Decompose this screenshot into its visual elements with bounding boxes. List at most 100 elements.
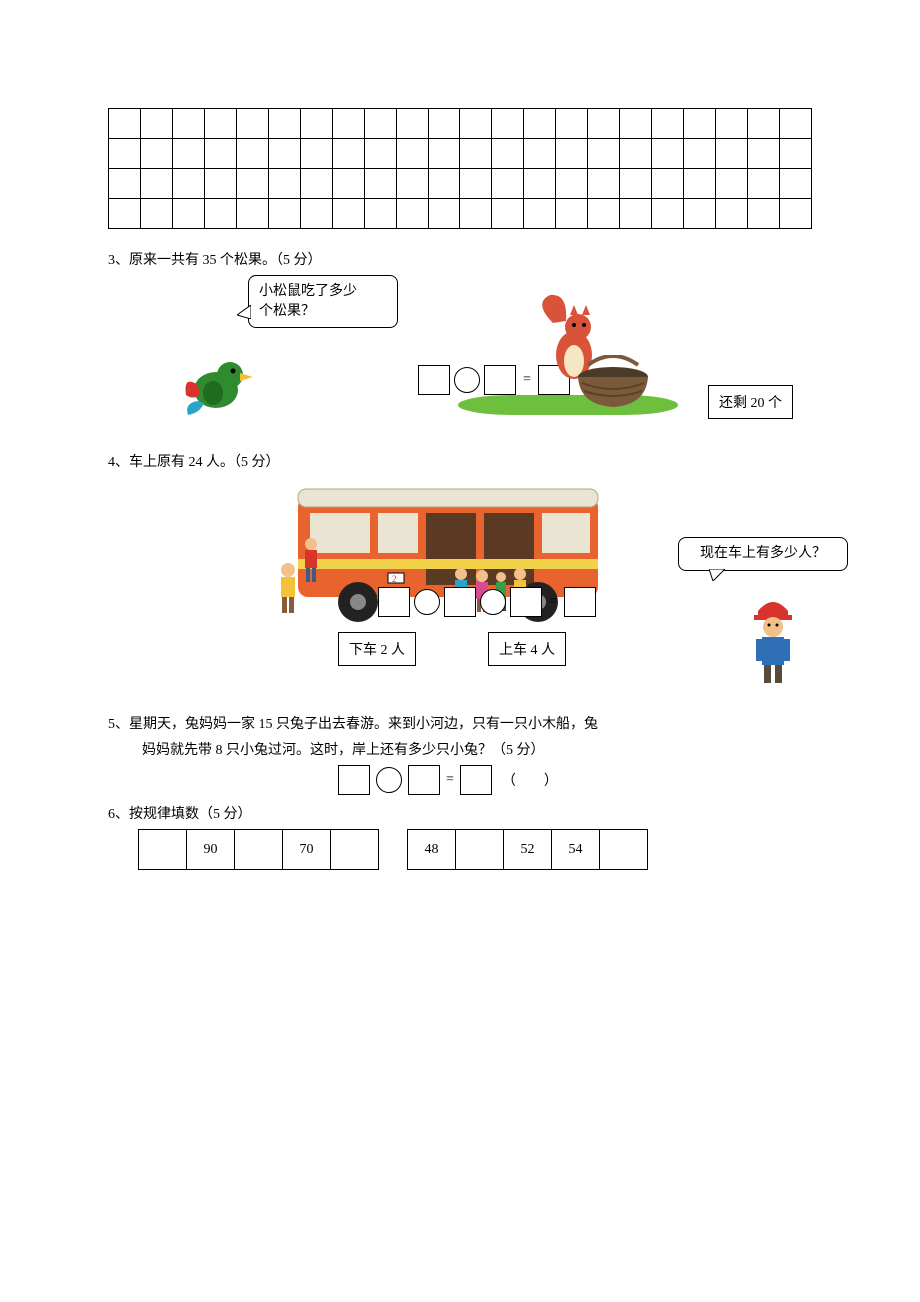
grid-cell[interactable] xyxy=(396,199,428,229)
grid-cell[interactable] xyxy=(396,109,428,139)
grid-cell[interactable] xyxy=(109,109,141,139)
grid-cell[interactable] xyxy=(652,139,684,169)
grid-cell[interactable] xyxy=(204,199,236,229)
grid-cell[interactable] xyxy=(556,199,588,229)
grid-cell[interactable] xyxy=(524,109,556,139)
grid-cell[interactable] xyxy=(364,139,396,169)
grid-cell[interactable] xyxy=(748,199,780,229)
grid-cell[interactable] xyxy=(268,199,300,229)
grid-cell[interactable] xyxy=(428,199,460,229)
grid-cell[interactable] xyxy=(652,199,684,229)
grid-cell[interactable] xyxy=(332,109,364,139)
q4-box1[interactable] xyxy=(378,587,410,617)
grid-cell[interactable] xyxy=(300,109,332,139)
grid-cell[interactable] xyxy=(524,199,556,229)
grid-cell[interactable] xyxy=(172,139,204,169)
grid-cell[interactable] xyxy=(748,169,780,199)
q4-op1[interactable] xyxy=(414,589,440,615)
grid-cell[interactable] xyxy=(460,139,492,169)
grid-cell[interactable] xyxy=(300,139,332,169)
grid-cell[interactable] xyxy=(268,139,300,169)
grid-cell[interactable] xyxy=(748,139,780,169)
q5-result-box[interactable] xyxy=(460,765,492,795)
grid-cell[interactable] xyxy=(236,109,268,139)
q3-operator-circle[interactable] xyxy=(454,367,480,393)
grid-cell[interactable] xyxy=(780,139,812,169)
grid-cell[interactable] xyxy=(780,109,812,139)
q6-seq1-cell-2[interactable] xyxy=(235,830,283,870)
grid-cell[interactable] xyxy=(140,199,172,229)
grid-cell[interactable] xyxy=(716,199,748,229)
grid-cell[interactable] xyxy=(716,109,748,139)
grid-cell[interactable] xyxy=(716,169,748,199)
grid-cell[interactable] xyxy=(300,169,332,199)
q3-operand1-box[interactable] xyxy=(418,365,450,395)
q5-operator-circle[interactable] xyxy=(376,767,402,793)
grid-cell[interactable] xyxy=(204,139,236,169)
grid-cell[interactable] xyxy=(492,169,524,199)
grid-cell[interactable] xyxy=(780,169,812,199)
q6-seq2-cell-3[interactable]: 54 xyxy=(552,830,600,870)
q6-seq2-table[interactable]: 48 52 54 xyxy=(407,829,648,870)
q5-operand2-box[interactable] xyxy=(408,765,440,795)
grid-cell[interactable] xyxy=(140,109,172,139)
grid-cell[interactable] xyxy=(428,109,460,139)
grid-cell[interactable] xyxy=(684,109,716,139)
grid-cell[interactable] xyxy=(140,139,172,169)
grid-cell[interactable] xyxy=(364,109,396,139)
q4-box4[interactable] xyxy=(564,587,596,617)
grid-cell[interactable] xyxy=(268,109,300,139)
grid-cell[interactable] xyxy=(588,199,620,229)
grid-cell[interactable] xyxy=(652,109,684,139)
grid-cell[interactable] xyxy=(460,199,492,229)
q6-seq1-cell-0[interactable] xyxy=(139,830,187,870)
grid-cell[interactable] xyxy=(492,109,524,139)
grid-cell[interactable] xyxy=(780,199,812,229)
q6-seq1-cell-1[interactable]: 90 xyxy=(187,830,235,870)
grid-cell[interactable] xyxy=(524,139,556,169)
grid-cell[interactable] xyxy=(588,169,620,199)
grid-cell[interactable] xyxy=(716,139,748,169)
grid-cell[interactable] xyxy=(684,199,716,229)
q6-seq2-cell-0[interactable]: 48 xyxy=(408,830,456,870)
grid-cell[interactable] xyxy=(556,109,588,139)
grid-cell[interactable] xyxy=(492,199,524,229)
grid-cell[interactable] xyxy=(620,199,652,229)
q6-seq1-cell-4[interactable] xyxy=(331,830,379,870)
grid-cell[interactable] xyxy=(204,169,236,199)
grid-cell[interactable] xyxy=(620,139,652,169)
q6-seq1-cell-3[interactable]: 70 xyxy=(283,830,331,870)
grid-cell[interactable] xyxy=(109,199,141,229)
grid-cell[interactable] xyxy=(109,139,141,169)
grid-cell[interactable] xyxy=(268,169,300,199)
grid-cell[interactable] xyxy=(396,169,428,199)
grid-cell[interactable] xyxy=(428,139,460,169)
grid-cell[interactable] xyxy=(396,139,428,169)
grid-cell[interactable] xyxy=(204,109,236,139)
q6-seq1-table[interactable]: 90 70 xyxy=(138,829,379,870)
grid-cell[interactable] xyxy=(652,169,684,199)
grid-cell[interactable] xyxy=(556,169,588,199)
q4-box2[interactable] xyxy=(444,587,476,617)
grid-cell[interactable] xyxy=(364,199,396,229)
grid-cell[interactable] xyxy=(524,169,556,199)
grid-cell[interactable] xyxy=(588,139,620,169)
grid-cell[interactable] xyxy=(332,139,364,169)
grid-cell[interactable] xyxy=(140,169,172,199)
q5-equation[interactable]: = （ ） xyxy=(338,765,812,795)
grid-cell[interactable] xyxy=(300,199,332,229)
grid-cell[interactable] xyxy=(620,169,652,199)
q4-equation[interactable]: = xyxy=(378,587,596,617)
grid-cell[interactable] xyxy=(364,169,396,199)
grid-cell[interactable] xyxy=(428,169,460,199)
grid-cell[interactable] xyxy=(556,139,588,169)
q4-op2[interactable] xyxy=(480,589,506,615)
grid-cell[interactable] xyxy=(236,199,268,229)
q6-seq2-cell-4[interactable] xyxy=(600,830,648,870)
grid-cell[interactable] xyxy=(588,109,620,139)
grid-cell[interactable] xyxy=(492,139,524,169)
q6-seq2-cell-2[interactable]: 52 xyxy=(504,830,552,870)
grid-cell[interactable] xyxy=(684,139,716,169)
grid-cell[interactable] xyxy=(684,169,716,199)
grid-cell[interactable] xyxy=(236,169,268,199)
